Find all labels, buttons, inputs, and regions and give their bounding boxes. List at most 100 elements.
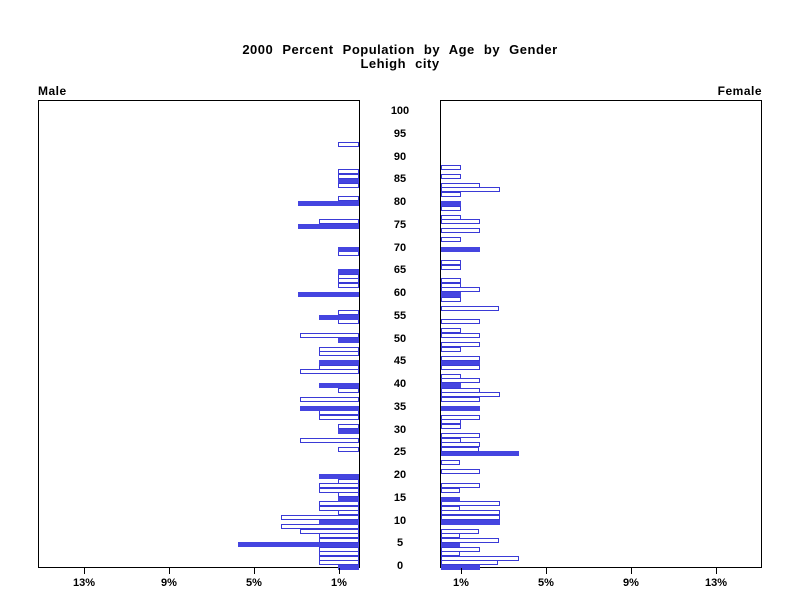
pct-tick-mark-left-13: [84, 568, 85, 574]
bar-male-age-10: [319, 520, 359, 525]
age-tick-30: 30: [393, 424, 407, 436]
age-tick-20: 20: [393, 469, 407, 481]
female-panel-label: Female: [717, 84, 762, 98]
bar-male-age-39: [338, 388, 359, 393]
bar-female-age-6: [441, 538, 499, 543]
bar-female-age-82: [441, 192, 461, 197]
bar-female-age-11: [441, 515, 500, 520]
bar-male-age-2: [319, 556, 359, 561]
age-tick-100: 100: [390, 105, 410, 117]
bar-male-age-50: [338, 338, 359, 343]
bar-female-age-54: [441, 319, 480, 324]
pct-tick-label-left-1: 1%: [331, 577, 347, 589]
age-tick-70: 70: [393, 242, 407, 254]
bar-male-age-51: [300, 333, 359, 338]
bar-male-age-35: [300, 406, 359, 411]
bar-female-age-31: [441, 424, 461, 429]
bar-female-age-14: [441, 501, 500, 506]
pct-tick-mark-right-13: [716, 568, 717, 574]
bar-male-age-30: [338, 429, 359, 434]
bar-female-age-18: [441, 483, 480, 488]
bar-female-age-42: [441, 374, 461, 379]
bar-female-age-17: [441, 488, 460, 493]
bar-male-age-4: [319, 547, 359, 552]
bar-male-age-86: [338, 174, 359, 179]
bar-male-age-11: [281, 515, 359, 520]
chart-subtitle: Lehigh city: [360, 56, 440, 71]
pct-tick-mark-right-1: [461, 568, 462, 574]
pct-tick-mark-right-5: [546, 568, 547, 574]
age-tick-50: 50: [393, 333, 407, 345]
bar-male-age-28: [300, 438, 359, 443]
bar-male-age-19: [338, 479, 359, 484]
bar-female-age-40: [441, 383, 461, 388]
bar-female-age-63: [441, 278, 461, 283]
bar-female-age-86: [441, 174, 461, 179]
bar-female-age-23: [441, 460, 460, 465]
bar-female-age-72: [441, 237, 461, 242]
bar-female-age-33: [441, 415, 480, 420]
age-tick-40: 40: [393, 378, 407, 390]
bar-male-age-37: [300, 397, 359, 402]
bar-female-age-15: [441, 497, 460, 502]
bar-female-age-84: [441, 183, 480, 188]
age-tick-60: 60: [393, 287, 407, 299]
bar-female-age-46: [441, 356, 480, 361]
bar-male-age-40: [319, 383, 359, 388]
pct-tick-mark-left-5: [254, 568, 255, 574]
bar-female-age-52: [441, 328, 461, 333]
pct-tick-label-right-9: 9%: [623, 577, 639, 589]
bar-female-age-80: [441, 201, 461, 206]
age-tick-25: 25: [393, 446, 407, 458]
pct-tick-label-left-5: 5%: [246, 577, 262, 589]
bar-male-age-87: [338, 169, 359, 174]
bar-female-age-44: [441, 365, 480, 370]
pct-tick-mark-left-9: [169, 568, 170, 574]
age-tick-35: 35: [393, 401, 407, 413]
age-tick-90: 90: [393, 151, 407, 163]
bar-female-age-37: [441, 397, 480, 402]
age-tick-75: 75: [393, 219, 407, 231]
bar-female-age-0: [441, 565, 480, 570]
bar-male-age-20: [319, 474, 359, 479]
bar-male-age-64: [338, 274, 359, 279]
bar-female-age-10: [441, 520, 500, 525]
bar-male-age-60: [298, 292, 359, 297]
bar-female-age-4: [441, 547, 480, 552]
bar-male-age-75: [298, 224, 359, 229]
pct-tick-label-right-1: 1%: [453, 577, 469, 589]
bar-female-age-8: [441, 529, 479, 534]
bar-female-age-62: [441, 283, 461, 288]
bar-male-age-81: [338, 196, 359, 201]
chart-title: 2000 Percent Population by Age by Gender: [242, 42, 558, 57]
bar-female-age-59: [441, 297, 461, 302]
bar-female-age-26: [441, 447, 479, 452]
male-panel-label: Male: [38, 84, 67, 98]
bar-male-age-44: [319, 365, 359, 370]
age-tick-5: 5: [396, 537, 404, 549]
bar-male-age-6: [319, 538, 359, 543]
bar-male-age-93: [338, 142, 359, 147]
bar-male-age-76: [319, 219, 359, 224]
bar-male-age-8: [300, 529, 359, 534]
bar-female-age-77: [441, 215, 461, 220]
bar-male-age-84: [338, 183, 359, 188]
bar-male-age-48: [319, 347, 359, 352]
bar-male-age-5: [238, 542, 359, 547]
bar-female-age-79: [441, 206, 461, 211]
bar-female-age-67: [441, 260, 461, 265]
pct-tick-label-left-9: 9%: [161, 577, 177, 589]
bar-female-age-39: [441, 388, 480, 393]
bar-female-age-60: [441, 292, 461, 297]
bar-male-age-70: [338, 247, 359, 252]
bar-female-age-51: [441, 333, 480, 338]
female-bars-panel: [440, 100, 762, 570]
bar-male-age-80: [298, 201, 359, 206]
age-tick-15: 15: [393, 492, 407, 504]
bar-female-age-28: [441, 438, 461, 443]
bar-female-age-2: [441, 556, 519, 561]
bar-male-age-13: [319, 506, 359, 511]
bar-female-age-74: [441, 228, 480, 233]
pct-tick-mark-right-9: [631, 568, 632, 574]
